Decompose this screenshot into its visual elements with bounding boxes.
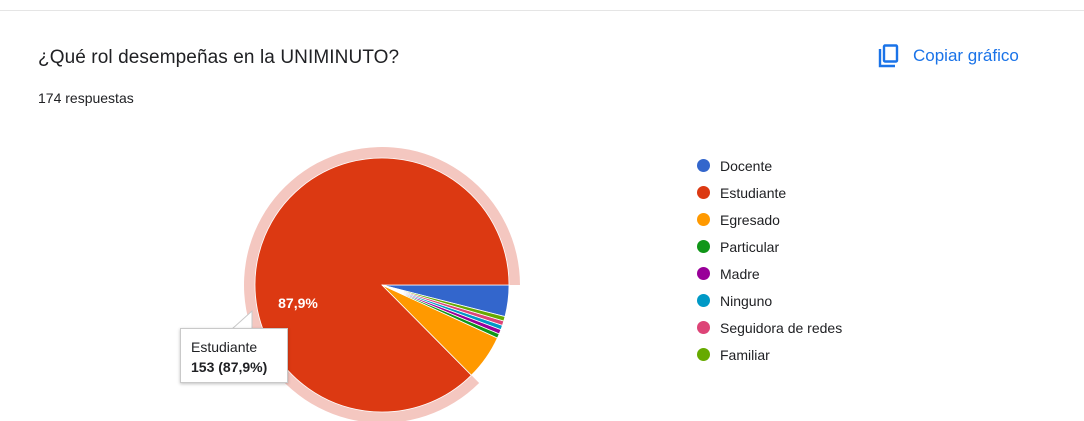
legend-swatch [697,348,710,361]
legend-label: Egresado [720,211,780,228]
legend-swatch [697,186,710,199]
top-divider [0,10,1084,11]
legend-item-particular[interactable]: Particular [697,233,842,260]
legend-item-ninguno[interactable]: Ninguno [697,287,842,314]
legend-label: Seguidora de redes [720,319,843,336]
legend-swatch [697,213,710,226]
legend-label: Familiar [720,346,770,363]
question-title: ¿Qué rol desempeñas en la UNIMINUTO? [38,47,400,68]
legend-swatch [697,240,710,253]
tooltip-value: 153 (87,9%) [191,359,268,375]
legend-swatch [697,294,710,307]
copy-chart-button[interactable]: Copiar gráfico [875,40,1019,72]
response-count: 174 respuestas [38,90,134,106]
legend-item-egresado[interactable]: Egresado [697,206,842,233]
legend-item-seguidora-de-redes[interactable]: Seguidora de redes [697,314,842,341]
legend-item-familiar[interactable]: Familiar [697,341,842,368]
legend-item-estudiante[interactable]: Estudiante [697,179,842,206]
slice-percent-label: 87,9% [278,295,318,311]
legend-swatch [697,321,710,334]
legend-item-docente[interactable]: Docente [697,152,842,179]
tooltip-label: Estudiante [191,339,258,355]
copy-chart-label: Copiar gráfico [913,46,1019,65]
legend-label: Docente [720,157,773,174]
legend-label: Madre [720,265,760,282]
pie-slice-familiar[interactable] [381,284,506,322]
legend-label: Estudiante [720,184,787,201]
legend-item-madre[interactable]: Madre [697,260,842,287]
legend-label: Particular [720,238,780,255]
chart-tooltip: Estudiante 153 (87,9%) [180,328,288,383]
legend-swatch [697,159,710,172]
copy-icon [878,44,899,68]
legend-swatch [697,267,710,280]
tooltip-pointer [230,309,253,330]
chart-legend: Docente Estudiante Egresado Particular Madre… [697,152,842,368]
legend-label: Ninguno [720,292,773,309]
